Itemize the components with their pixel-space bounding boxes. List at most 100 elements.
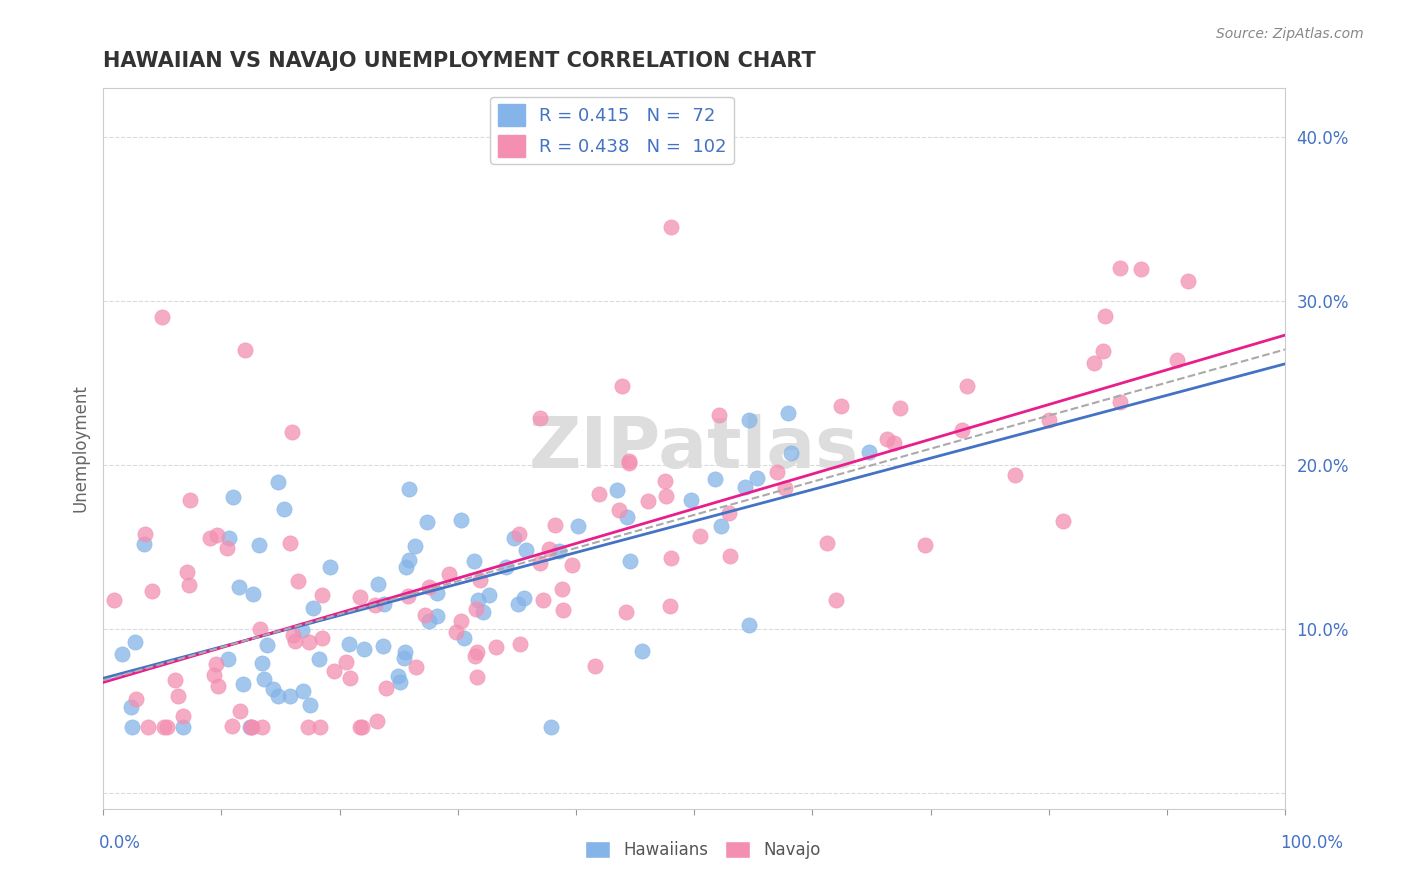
Point	[398, 552, 420, 566]
Point	[776, 406, 799, 420]
Point	[689, 529, 711, 543]
Point	[179, 578, 201, 592]
Point	[548, 544, 571, 558]
Point	[418, 580, 440, 594]
Point	[1004, 467, 1026, 482]
Point	[607, 502, 630, 516]
Point	[250, 657, 273, 671]
Point	[444, 624, 467, 639]
Point	[284, 634, 307, 648]
Point	[914, 539, 936, 553]
Point	[508, 597, 530, 611]
Point	[659, 219, 682, 234]
Point	[120, 699, 142, 714]
Point	[710, 519, 733, 533]
Point	[1108, 395, 1130, 409]
Point	[631, 644, 654, 658]
Point	[450, 615, 472, 629]
Point	[567, 518, 589, 533]
Point	[395, 559, 418, 574]
Point	[350, 720, 373, 734]
Point	[290, 623, 312, 637]
Point	[394, 645, 416, 659]
Point	[215, 541, 238, 555]
Legend: R = 0.415   N =  72, R = 0.438   N =  102: R = 0.415 N = 72, R = 0.438 N = 102	[491, 96, 734, 164]
Point	[437, 566, 460, 581]
Point	[205, 528, 228, 542]
Point	[221, 719, 243, 733]
Point	[364, 598, 387, 612]
Point	[745, 471, 768, 485]
Point	[281, 628, 304, 642]
Point	[366, 714, 388, 729]
Point	[619, 554, 641, 568]
Point	[232, 676, 254, 690]
Point	[529, 410, 551, 425]
Point	[404, 539, 426, 553]
Point	[287, 574, 309, 589]
Point	[1108, 260, 1130, 275]
Point	[176, 565, 198, 579]
Point	[418, 614, 440, 628]
Point	[1166, 352, 1188, 367]
Point	[1092, 344, 1115, 359]
Point	[229, 704, 252, 718]
Point	[889, 401, 911, 416]
Legend: Hawaiians, Navajo: Hawaiians, Navajo	[578, 834, 828, 866]
Point	[606, 483, 628, 497]
Point	[247, 538, 270, 552]
Point	[155, 720, 177, 734]
Point	[256, 638, 278, 652]
Point	[415, 607, 437, 622]
Point	[1052, 515, 1074, 529]
Point	[267, 689, 290, 703]
Point	[165, 673, 187, 687]
Point	[262, 681, 284, 696]
Point	[468, 574, 491, 588]
Point	[560, 558, 582, 572]
Point	[349, 720, 371, 734]
Point	[298, 635, 321, 649]
Point	[103, 593, 125, 607]
Point	[540, 720, 562, 734]
Point	[405, 660, 427, 674]
Point	[273, 502, 295, 516]
Point	[322, 664, 344, 678]
Point	[371, 639, 394, 653]
Point	[955, 378, 977, 392]
Point	[319, 560, 342, 574]
Point	[738, 413, 761, 427]
Point	[883, 436, 905, 450]
Point	[950, 423, 973, 437]
Point	[1083, 356, 1105, 370]
Point	[134, 526, 156, 541]
Point	[150, 310, 173, 324]
Point	[659, 551, 682, 566]
Point	[617, 456, 640, 470]
Point	[830, 400, 852, 414]
Point	[242, 720, 264, 734]
Point	[616, 509, 638, 524]
Point	[734, 480, 756, 494]
Point	[172, 708, 194, 723]
Point	[228, 580, 250, 594]
Point	[308, 720, 330, 734]
Point	[588, 487, 610, 501]
Point	[450, 513, 472, 527]
Point	[242, 587, 264, 601]
Point	[485, 640, 508, 654]
Point	[132, 537, 155, 551]
Point	[367, 576, 389, 591]
Point	[508, 526, 530, 541]
Point	[252, 720, 274, 734]
Point	[766, 466, 789, 480]
Point	[308, 652, 330, 666]
Point	[465, 644, 488, 658]
Point	[387, 669, 409, 683]
Point	[198, 532, 221, 546]
Point	[513, 591, 536, 605]
Point	[815, 536, 838, 550]
Point	[659, 599, 682, 613]
Point	[353, 641, 375, 656]
Point	[121, 720, 143, 734]
